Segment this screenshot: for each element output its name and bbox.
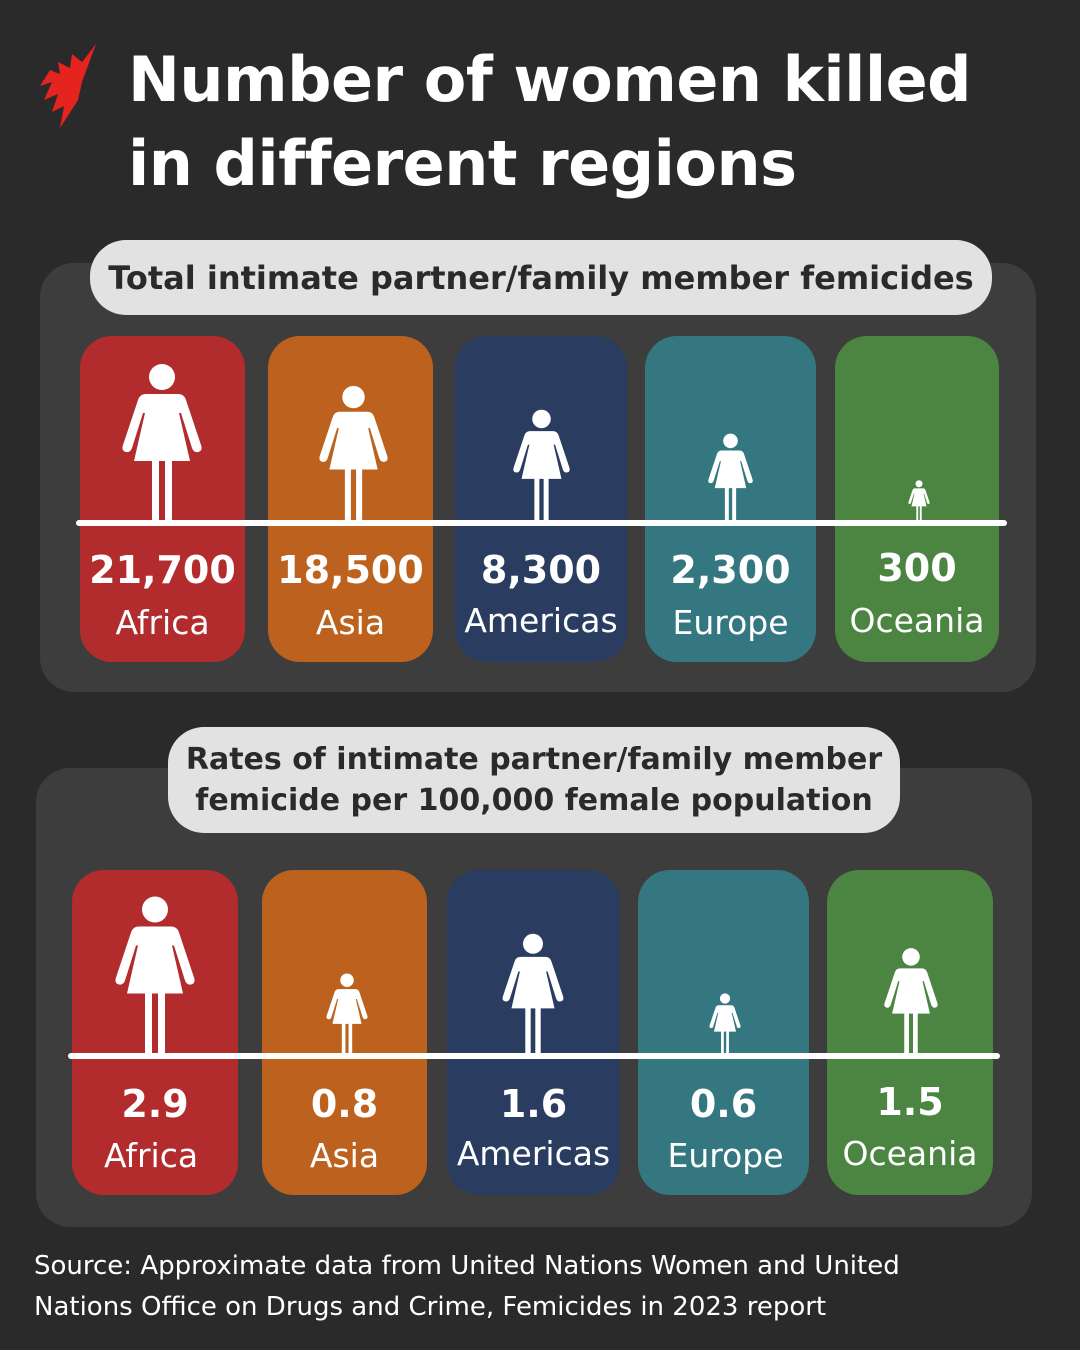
totals-label-asia: Asia (315, 603, 386, 642)
totals-card-europe (645, 336, 816, 662)
totals-value-americas: 8,300 (480, 548, 602, 592)
totals-value-africa: 21,700 (89, 548, 236, 592)
woman-icon (115, 895, 195, 1056)
woman-icon (502, 933, 564, 1056)
rates-value-americas: 1.6 (499, 1082, 568, 1126)
page-title: Number of women killed in different regi… (128, 38, 972, 206)
totals-baseline (76, 520, 1007, 526)
totals-heading: Total intimate partner/family member fem… (90, 240, 992, 315)
rates-label-oceania: Oceania (842, 1134, 978, 1173)
woman-icon (884, 947, 938, 1056)
totals-value-europe: 2,300 (670, 548, 791, 592)
woman-icon (513, 409, 570, 523)
rates-heading: Rates of intimate partner/family member … (168, 727, 900, 833)
rates-label-asia: Asia (309, 1136, 380, 1175)
title-line-1: Number of women killed (128, 43, 972, 116)
woman-icon (708, 433, 753, 523)
title-line-2: in different regions (128, 127, 797, 200)
totals-value-asia: 18,500 (277, 548, 424, 592)
rates-baseline (68, 1053, 1000, 1059)
woman-icon (908, 480, 930, 523)
totals-label-oceania: Oceania (849, 601, 985, 640)
rates-value-asia: 0.8 (310, 1082, 379, 1126)
woman-icon (122, 363, 202, 523)
totals-card-africa (80, 336, 245, 662)
rates-card-oceania (827, 870, 993, 1195)
rates-value-africa: 2.9 (121, 1082, 189, 1126)
woman-icon (326, 973, 368, 1056)
rates-card-africa (72, 870, 238, 1195)
totals-value-oceania: 300 (877, 546, 957, 590)
woman-icon (319, 385, 388, 523)
rates-label-americas: Americas (456, 1134, 611, 1173)
rates-label-europe: Europe (667, 1136, 784, 1175)
totals-label-europe: Europe (672, 603, 789, 642)
totals-card-americas (455, 336, 627, 662)
source-note: Source: Approximate data from United Nat… (34, 1251, 900, 1322)
rates-value-europe: 0.6 (689, 1082, 758, 1126)
rates-card-americas (447, 870, 620, 1195)
totals-label-africa: Africa (115, 603, 210, 642)
woman-icon (709, 993, 741, 1056)
rates-label-africa: Africa (103, 1136, 199, 1175)
sbs-logo-icon (40, 44, 96, 128)
rates-value-oceania: 1.5 (876, 1080, 944, 1124)
totals-label-americas: Americas (464, 601, 618, 640)
